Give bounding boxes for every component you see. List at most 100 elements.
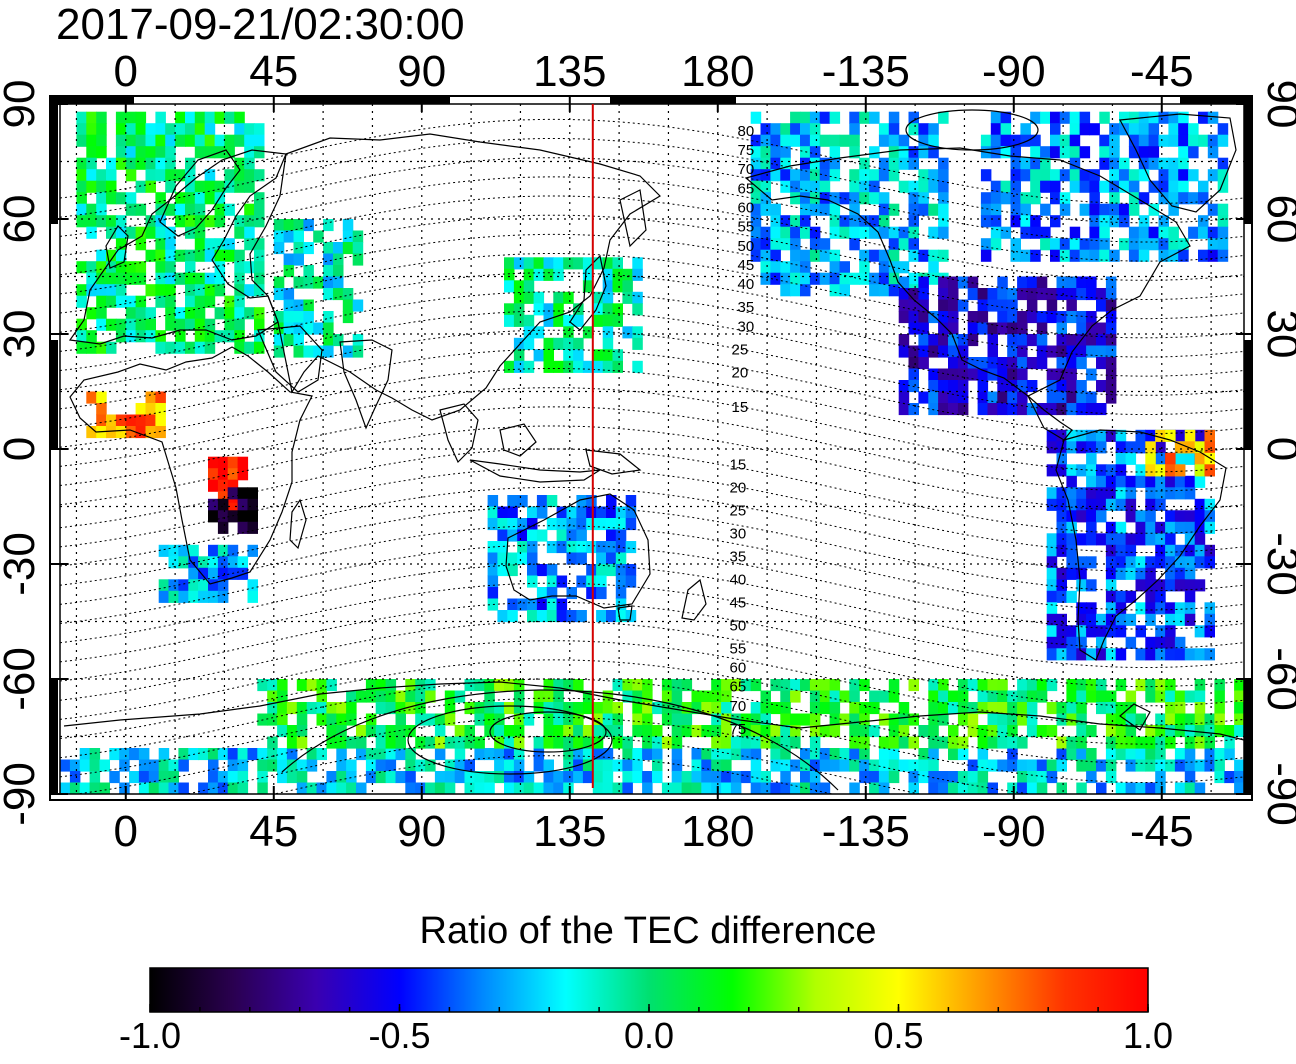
coastline-japan (569, 254, 607, 331)
tec-cell (1040, 203, 1051, 216)
tec-cell (809, 157, 821, 170)
tec-cell (1217, 123, 1229, 136)
tec-cell (1007, 702, 1018, 715)
tec-cell (1007, 334, 1018, 347)
tec-cell (1168, 111, 1179, 124)
tec-cell (375, 748, 387, 761)
tec-cell (106, 295, 117, 308)
tec-cell (227, 479, 239, 492)
tec-cell (293, 345, 304, 358)
contour-label: 75 (730, 721, 747, 738)
tec-cell (977, 771, 989, 784)
tec-cell (1066, 702, 1077, 715)
tec-cell (671, 771, 683, 784)
tec-cell (135, 238, 147, 251)
tec-cell (474, 713, 485, 726)
tec-cell (938, 192, 949, 205)
tec-cell (86, 180, 97, 193)
tec-cell (1174, 579, 1186, 592)
magnetic-contour (60, 195, 1244, 281)
tec-cell (533, 759, 545, 772)
tec-cell (165, 203, 176, 216)
tec-cell (1007, 725, 1018, 738)
tec-cell (415, 713, 426, 726)
tec-cell (375, 702, 387, 715)
tec-cell (527, 541, 538, 554)
tec-cell (967, 288, 979, 301)
tec-cell (908, 203, 919, 216)
tec-cell (1174, 464, 1186, 477)
tec-cell (316, 713, 327, 726)
tec-cell (434, 771, 446, 784)
tec-cell (1148, 180, 1160, 193)
tec-cell (188, 590, 199, 603)
tec-cell (928, 748, 939, 761)
contour-label: 30 (738, 318, 755, 335)
tec-cell (908, 288, 919, 301)
tec-region-8 (750, 111, 949, 297)
tec-cell (615, 575, 627, 588)
tec-cell (997, 391, 1008, 404)
tec-cell (606, 529, 617, 542)
tec-cell (316, 679, 327, 692)
tec-cell (800, 134, 811, 147)
tec-cell (721, 782, 732, 794)
tec-cell (1056, 487, 1067, 500)
tec-cell (1188, 192, 1199, 205)
tec-cell (592, 702, 604, 715)
tec-cell (1026, 713, 1038, 726)
magnetic-contour (60, 544, 1244, 630)
tec-cell (859, 157, 870, 170)
tec-cell (869, 249, 880, 262)
tec-cell (286, 748, 298, 761)
magnetic-contour (60, 272, 1244, 358)
tec-cell (691, 725, 702, 738)
tec-cell (1105, 288, 1117, 301)
tec-cell (217, 590, 229, 603)
tec-cell (780, 725, 791, 738)
tec-cell (76, 123, 87, 136)
tec-cell (1076, 498, 1087, 511)
tec-cell (165, 249, 176, 262)
tec-cell (967, 357, 979, 370)
tec-cell (1020, 169, 1031, 182)
tec-cell (513, 702, 525, 715)
tec-cell (1194, 429, 1206, 442)
tec-cell (849, 736, 860, 749)
south-oval-outer (281, 689, 839, 791)
tec-cell (888, 284, 900, 297)
tec-cell (1036, 311, 1048, 324)
tec-cell (602, 349, 614, 362)
tec-cell (1079, 249, 1091, 262)
tec-cell (967, 679, 979, 692)
tec-cell (1066, 521, 1077, 534)
tec-cell (1069, 146, 1081, 159)
tec-cell (829, 748, 841, 761)
tec-cell (1165, 679, 1176, 692)
colorbar-tick-label: 0.0 (623, 1015, 675, 1056)
tec-cell (1158, 111, 1169, 124)
tec-cell (849, 169, 860, 182)
tec-cell (563, 360, 574, 373)
tec-cell (145, 284, 156, 297)
tec-cell (980, 203, 992, 216)
tec-cell (1178, 123, 1189, 136)
tec-cell (576, 495, 587, 508)
tec-cell (760, 157, 771, 170)
tec-cell (346, 702, 357, 715)
tec-cell (175, 203, 186, 216)
tec-cell (642, 702, 653, 715)
tec-cell (878, 203, 890, 216)
tec-cell (1010, 192, 1021, 205)
tec-cell (267, 713, 278, 726)
tec-cell (780, 679, 791, 692)
tec-cell (632, 725, 643, 738)
tec-cell (642, 771, 653, 784)
tec-cell (336, 702, 347, 715)
tec-cell (878, 690, 890, 703)
tec-cell (957, 334, 969, 347)
tec-cell (267, 759, 278, 772)
tec-cell (1207, 249, 1219, 262)
tec-cell (504, 736, 515, 749)
tec-cell (819, 192, 831, 205)
